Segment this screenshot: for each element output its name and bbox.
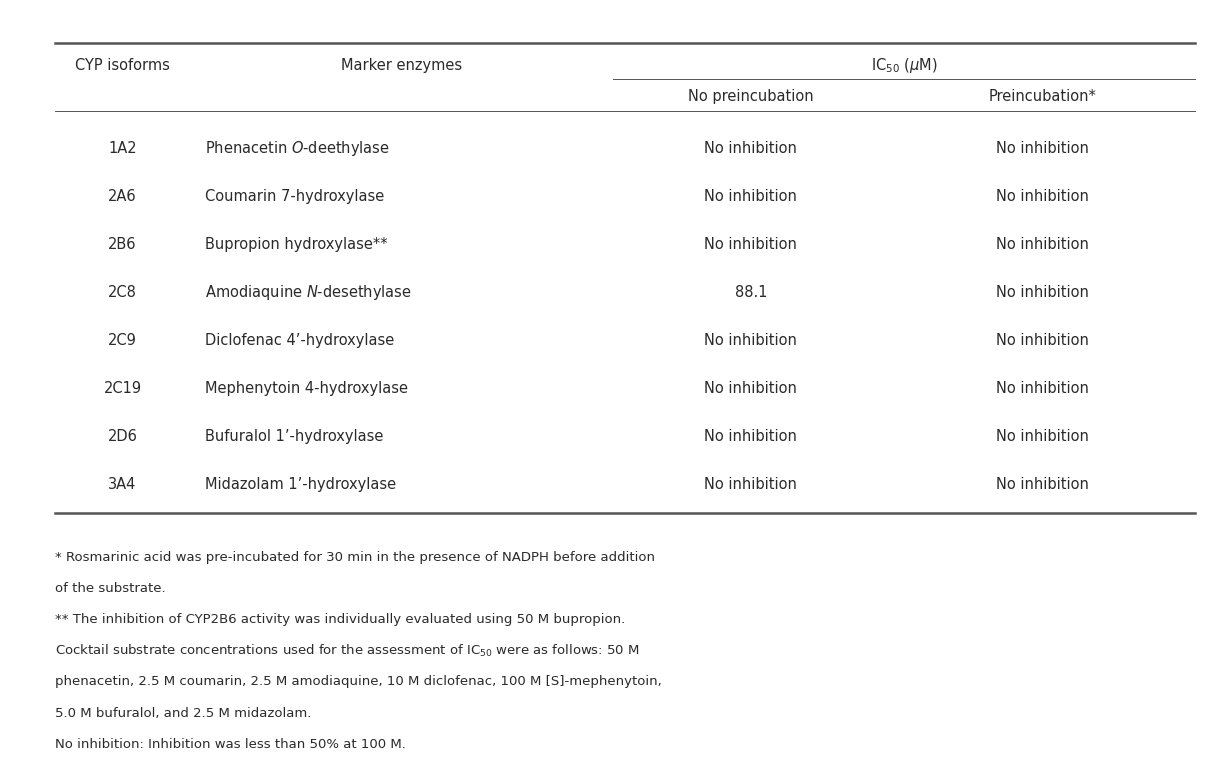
Text: No inhibition: No inhibition <box>996 140 1089 156</box>
Text: 88.1: 88.1 <box>734 284 767 300</box>
Text: Coumarin 7-hydroxylase: Coumarin 7-hydroxylase <box>205 188 384 204</box>
Text: 3A4: 3A4 <box>108 477 137 492</box>
Text: CYP isoforms: CYP isoforms <box>75 57 170 73</box>
Text: No inhibition: No inhibition <box>996 429 1089 444</box>
Text: * Rosmarinic acid was pre-incubated for 30 min in the presence of NADPH before a: * Rosmarinic acid was pre-incubated for … <box>55 552 655 564</box>
Text: Amodiaquine $\it{N}$-desethylase: Amodiaquine $\it{N}$-desethylase <box>205 283 412 301</box>
Text: IC$_{50}$ ($\mu$M): IC$_{50}$ ($\mu$M) <box>870 56 938 74</box>
Text: No inhibition: No inhibition <box>996 188 1089 204</box>
Text: No inhibition: No inhibition <box>705 140 797 156</box>
Text: Bufuralol 1’-hydroxylase: Bufuralol 1’-hydroxylase <box>205 429 383 444</box>
Text: Preincubation*: Preincubation* <box>988 88 1096 104</box>
Text: No inhibition: No inhibition <box>705 188 797 204</box>
Text: No inhibition: No inhibition <box>996 236 1089 252</box>
Text: No inhibition: No inhibition <box>705 332 797 348</box>
Text: phenacetin, 2.5 M coumarin, 2.5 M amodiaquine, 10 M diclofenac, 100 M [S]-mephen: phenacetin, 2.5 M coumarin, 2.5 M amodia… <box>55 676 662 688</box>
Text: No inhibition: No inhibition <box>705 477 797 492</box>
Text: No inhibition: No inhibition <box>705 429 797 444</box>
Text: No preincubation: No preincubation <box>688 88 814 104</box>
Text: No inhibition: No inhibition <box>996 332 1089 348</box>
Text: 1A2: 1A2 <box>108 140 137 156</box>
Text: Marker enzymes: Marker enzymes <box>341 57 462 73</box>
Text: Cocktail substrate concentrations used for the assessment of IC$_{50}$ were as f: Cocktail substrate concentrations used f… <box>55 643 640 659</box>
Text: 2A6: 2A6 <box>108 188 137 204</box>
Text: of the substrate.: of the substrate. <box>55 583 166 595</box>
Text: 2C9: 2C9 <box>108 332 137 348</box>
Text: ** The inhibition of CYP2B6 activity was individually evaluated using 50 M bupro: ** The inhibition of CYP2B6 activity was… <box>55 614 625 626</box>
Text: 2D6: 2D6 <box>108 429 137 444</box>
Text: Diclofenac 4’-hydroxylase: Diclofenac 4’-hydroxylase <box>205 332 394 348</box>
Text: 2C8: 2C8 <box>108 284 137 300</box>
Text: No inhibition: No inhibition <box>996 284 1089 300</box>
Text: Phenacetin $\it{O}$-deethylase: Phenacetin $\it{O}$-deethylase <box>205 139 390 157</box>
Text: No inhibition: Inhibition was less than 50% at 100 M.: No inhibition: Inhibition was less than … <box>55 738 406 750</box>
Text: Mephenytoin 4-hydroxylase: Mephenytoin 4-hydroxylase <box>205 381 408 396</box>
Text: 2B6: 2B6 <box>108 236 137 252</box>
Text: Bupropion hydroxylase**: Bupropion hydroxylase** <box>205 236 387 252</box>
Text: No inhibition: No inhibition <box>996 477 1089 492</box>
Text: No inhibition: No inhibition <box>705 381 797 396</box>
Text: No inhibition: No inhibition <box>705 236 797 252</box>
Text: 5.0 M bufuralol, and 2.5 M midazolam.: 5.0 M bufuralol, and 2.5 M midazolam. <box>55 707 311 719</box>
Text: Midazolam 1’-hydroxylase: Midazolam 1’-hydroxylase <box>205 477 396 492</box>
Text: 2C19: 2C19 <box>103 381 142 396</box>
Text: No inhibition: No inhibition <box>996 381 1089 396</box>
